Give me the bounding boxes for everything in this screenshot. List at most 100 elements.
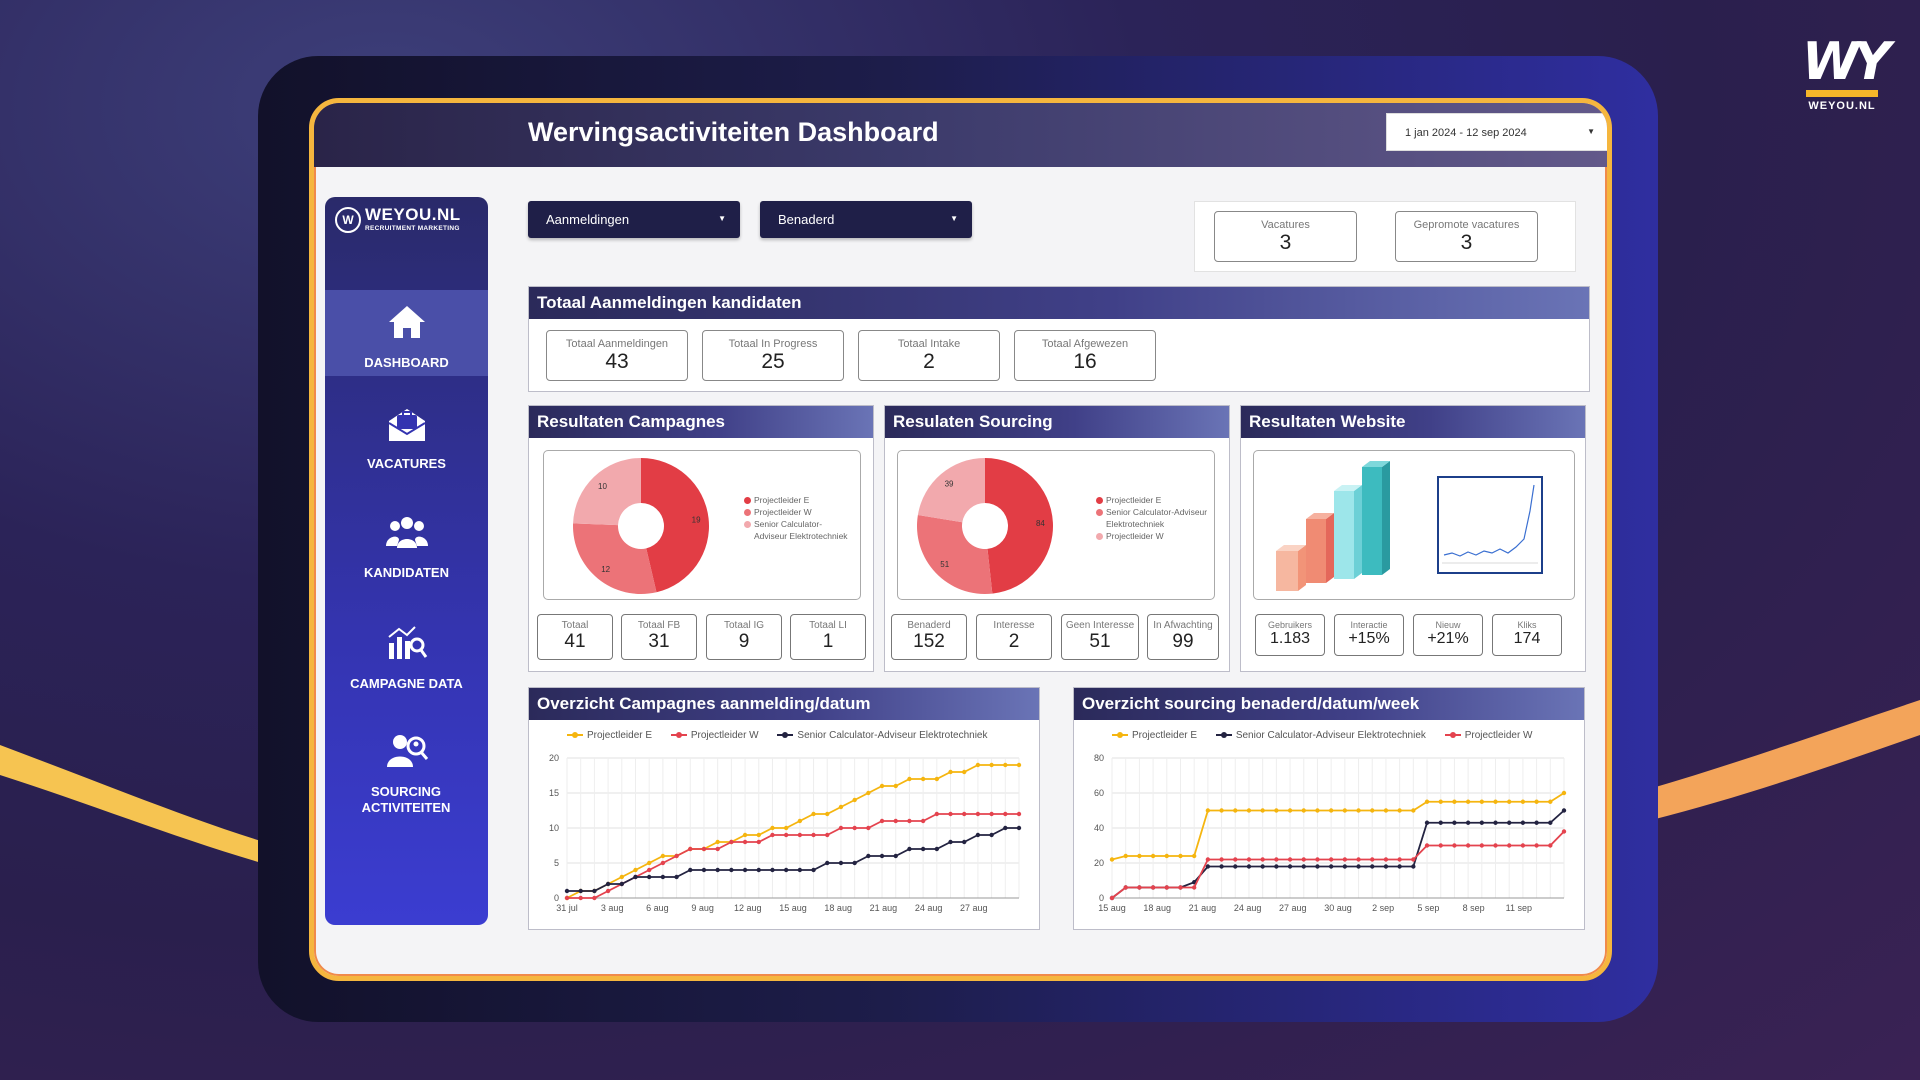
data-point[interactable] bbox=[619, 881, 624, 887]
sidebar-item-kandidaten[interactable]: KANDIDATEN bbox=[325, 510, 488, 596]
sidebar-item-sourcing[interactable]: SOURCING ACTIVITEITEN bbox=[325, 729, 488, 829]
data-point[interactable] bbox=[879, 853, 885, 859]
data-point[interactable] bbox=[975, 832, 981, 838]
data-point[interactable] bbox=[770, 825, 775, 831]
data-point[interactable] bbox=[1315, 857, 1320, 862]
data-point[interactable] bbox=[989, 832, 994, 838]
data-point[interactable] bbox=[1534, 799, 1539, 804]
data-point[interactable] bbox=[688, 846, 693, 852]
data-point[interactable] bbox=[783, 832, 789, 838]
data-point[interactable] bbox=[934, 811, 940, 817]
data-point[interactable] bbox=[975, 762, 981, 768]
pie-slice[interactable] bbox=[573, 523, 657, 594]
data-point[interactable] bbox=[783, 867, 789, 873]
series-line[interactable] bbox=[567, 827, 1019, 892]
data-point[interactable] bbox=[1109, 857, 1115, 862]
data-point[interactable] bbox=[1452, 820, 1457, 825]
data-point[interactable] bbox=[852, 825, 857, 831]
data-point[interactable] bbox=[1219, 864, 1224, 869]
data-point[interactable] bbox=[592, 888, 597, 894]
data-point[interactable] bbox=[564, 895, 570, 901]
data-point[interactable] bbox=[1397, 857, 1402, 862]
data-point[interactable] bbox=[920, 846, 926, 852]
data-point[interactable] bbox=[907, 818, 912, 824]
data-point[interactable] bbox=[1534, 820, 1539, 825]
data-point[interactable] bbox=[934, 846, 940, 852]
data-point[interactable] bbox=[605, 888, 611, 894]
data-point[interactable] bbox=[893, 783, 898, 789]
data-point[interactable] bbox=[1548, 799, 1553, 804]
data-point[interactable] bbox=[742, 867, 748, 873]
data-point[interactable] bbox=[1493, 820, 1498, 825]
data-point[interactable] bbox=[1452, 843, 1457, 848]
data-point[interactable] bbox=[1205, 864, 1211, 869]
data-point[interactable] bbox=[756, 839, 761, 845]
data-point[interactable] bbox=[1315, 864, 1320, 869]
series-line[interactable] bbox=[567, 813, 1019, 899]
data-point[interactable] bbox=[1479, 820, 1485, 825]
data-point[interactable] bbox=[893, 853, 898, 859]
data-point[interactable] bbox=[701, 867, 707, 873]
data-point[interactable] bbox=[1520, 799, 1526, 804]
data-point[interactable] bbox=[1233, 857, 1238, 862]
data-point[interactable] bbox=[1438, 843, 1443, 848]
sidebar-item-campagne-data[interactable]: CAMPAGNE DATA bbox=[325, 621, 488, 707]
data-point[interactable] bbox=[1274, 808, 1279, 813]
data-point[interactable] bbox=[1465, 799, 1471, 804]
data-point[interactable] bbox=[811, 867, 816, 873]
data-point[interactable] bbox=[1274, 864, 1279, 869]
data-point[interactable] bbox=[646, 874, 652, 880]
data-point[interactable] bbox=[1301, 864, 1306, 869]
pie-slice[interactable] bbox=[917, 458, 985, 523]
data-point[interactable] bbox=[1342, 864, 1348, 869]
data-point[interactable] bbox=[1465, 843, 1471, 848]
data-point[interactable] bbox=[564, 888, 570, 894]
data-point[interactable] bbox=[1205, 857, 1211, 862]
data-point[interactable] bbox=[1356, 864, 1361, 869]
data-point[interactable] bbox=[783, 825, 789, 831]
data-point[interactable] bbox=[660, 874, 666, 880]
data-point[interactable] bbox=[1479, 799, 1485, 804]
data-point[interactable] bbox=[1534, 843, 1539, 848]
data-point[interactable] bbox=[948, 811, 953, 817]
data-point[interactable] bbox=[1520, 843, 1526, 848]
data-point[interactable] bbox=[1178, 853, 1183, 859]
data-point[interactable] bbox=[592, 895, 597, 901]
data-point[interactable] bbox=[1411, 808, 1416, 813]
data-point[interactable] bbox=[1219, 857, 1224, 862]
data-point[interactable] bbox=[1016, 762, 1022, 768]
data-point[interactable] bbox=[729, 839, 734, 845]
data-point[interactable] bbox=[907, 846, 912, 852]
data-point[interactable] bbox=[1493, 843, 1498, 848]
data-point[interactable] bbox=[1356, 808, 1361, 813]
data-point[interactable] bbox=[989, 811, 994, 817]
data-point[interactable] bbox=[1411, 864, 1416, 869]
data-point[interactable] bbox=[1016, 825, 1022, 831]
data-point[interactable] bbox=[1109, 895, 1115, 901]
data-point[interactable] bbox=[1424, 799, 1430, 804]
data-point[interactable] bbox=[1397, 864, 1402, 869]
data-point[interactable] bbox=[1274, 857, 1279, 862]
data-point[interactable] bbox=[811, 832, 816, 838]
data-point[interactable] bbox=[1342, 808, 1348, 813]
data-point[interactable] bbox=[1233, 864, 1238, 869]
data-point[interactable] bbox=[1016, 811, 1022, 817]
data-point[interactable] bbox=[619, 874, 624, 880]
data-point[interactable] bbox=[756, 832, 761, 838]
data-point[interactable] bbox=[1465, 820, 1471, 825]
data-point[interactable] bbox=[1003, 825, 1008, 831]
data-point[interactable] bbox=[879, 818, 885, 824]
data-point[interactable] bbox=[1328, 864, 1334, 869]
data-point[interactable] bbox=[715, 867, 720, 873]
data-point[interactable] bbox=[1246, 808, 1252, 813]
data-point[interactable] bbox=[1315, 808, 1320, 813]
data-point[interactable] bbox=[1561, 829, 1567, 834]
sidebar-item-vacatures[interactable]: VACATURES bbox=[325, 401, 488, 487]
data-point[interactable] bbox=[920, 776, 926, 782]
data-point[interactable] bbox=[578, 888, 583, 894]
data-point[interactable] bbox=[1246, 857, 1252, 862]
data-point[interactable] bbox=[920, 818, 926, 824]
data-point[interactable] bbox=[1150, 885, 1156, 890]
series-line[interactable] bbox=[1111, 809, 1565, 899]
data-point[interactable] bbox=[1003, 762, 1008, 768]
